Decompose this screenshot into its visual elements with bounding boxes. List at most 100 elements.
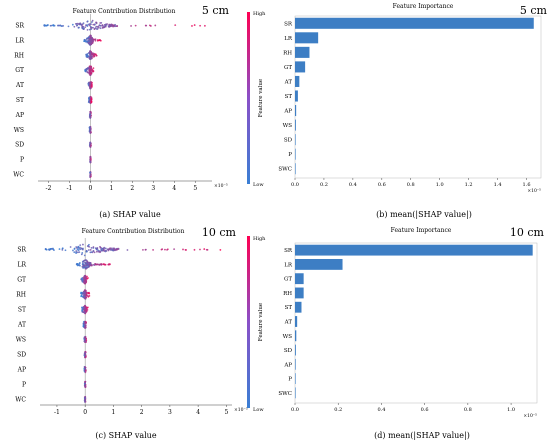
shap-point-sr <box>111 249 114 251</box>
x-exponent: ×10⁻⁵ <box>214 183 228 189</box>
panel-a-title: Feature Contribution Distribution <box>73 8 176 15</box>
shap-point-lr <box>85 264 87 267</box>
shap-point-sr <box>49 24 52 27</box>
shap-point-st <box>88 96 91 99</box>
bar-st <box>295 301 302 313</box>
shap-point-lr <box>96 263 99 266</box>
shap-point-sd <box>89 141 92 144</box>
category-label-ws: WS <box>283 334 293 340</box>
feature-label-wc: WC <box>13 172 24 179</box>
shap-point-st <box>83 308 86 311</box>
shap-point-rh <box>92 56 95 58</box>
shap-point-p <box>84 385 87 387</box>
x-tick-label: 0.8 <box>464 407 472 413</box>
shap-point-sr <box>85 24 88 27</box>
shap-point-sr <box>51 247 54 250</box>
feature-label-lr: LR <box>15 37 24 44</box>
plot-frame <box>294 15 542 179</box>
category-label-st: ST <box>285 305 293 311</box>
shap-point-sr <box>104 247 107 250</box>
shap-point-sr <box>219 249 222 251</box>
shap-point-sr <box>144 248 147 251</box>
panel-a-depth-label: 5 cm <box>202 4 230 17</box>
category-label-p: P <box>288 377 292 383</box>
shap-point-sr <box>90 23 92 25</box>
shap-point-sd <box>89 144 92 147</box>
x-tick-label: 0.4 <box>349 182 357 188</box>
shap-point-lr <box>98 39 101 42</box>
shap-point-gt <box>82 276 85 279</box>
x-tick-label: 4 <box>196 409 200 416</box>
panel-d-feature-importance: Feature Importance 10 cm SRLRGTRHSTATWSS… <box>278 226 544 440</box>
bar-rh <box>295 46 310 58</box>
bar-lr <box>295 258 343 270</box>
shap-point-sr <box>152 249 154 251</box>
feature-label-p: P <box>20 157 24 164</box>
feature-label-ap: AP <box>17 367 26 374</box>
bar-gt <box>295 273 304 285</box>
shap-point-p <box>89 161 92 163</box>
shap-point-rh <box>93 53 96 56</box>
shap-point-sr <box>199 248 201 251</box>
shap-point-sr <box>89 249 92 251</box>
shap-point-sr <box>100 248 103 251</box>
x-tick-label: 1.2 <box>465 182 473 188</box>
panel-c-plot-area: -1 0 1 2 3 4 5 ×10⁻⁵ SR LR GT RH ST AT WS SD AP P WC <box>15 238 248 416</box>
shap-point-lr <box>79 264 81 267</box>
shap-point-sr <box>85 249 88 252</box>
shap-point-lr <box>94 38 96 41</box>
feature-label-st: ST <box>18 307 26 314</box>
shap-point-ap <box>89 117 92 119</box>
feature-label-sd: SD <box>17 352 26 359</box>
shap-point-at <box>82 324 85 327</box>
feature-label-ap: AP <box>15 112 24 119</box>
shap-point-sr <box>101 24 104 27</box>
panel-a-colorbar-high: High <box>253 11 266 17</box>
panel-b-depth-label: 5 cm <box>520 4 548 17</box>
shap-point-rh <box>84 295 86 298</box>
shap-point-sr <box>82 22 85 25</box>
shap-point-gt <box>80 278 83 281</box>
bar-ws <box>295 330 297 342</box>
panel-b-caption: (b) mean(|SHAP value|) <box>376 210 472 219</box>
shap-point-sr <box>80 247 83 250</box>
shap-point-lr <box>89 262 92 265</box>
shap-point-sr <box>199 24 202 27</box>
feature-label-p: P <box>22 382 26 389</box>
shap-point-st <box>90 98 93 101</box>
panel-a-colorbar: High Low Feature value <box>247 11 266 188</box>
shap-point-sr <box>110 249 112 251</box>
shap-point-sr <box>203 24 206 27</box>
panel-a-caption: (a) SHAP value <box>99 210 161 219</box>
shap-point-rh <box>89 50 92 52</box>
shap-point-sr <box>87 249 90 251</box>
shap-point-sr <box>61 247 64 250</box>
shap-point-sr <box>78 251 81 254</box>
shap-point-sr <box>61 248 64 251</box>
shap-point-sr <box>126 249 129 251</box>
shap-point-sr <box>90 246 93 249</box>
panel-d-depth-label: 10 cm <box>510 226 545 239</box>
category-label-rh: RH <box>283 50 292 56</box>
panel-c-shap-beeswarm: Feature Contribution Distribution 10 cm … <box>15 226 266 440</box>
x-tick-label: 1.0 <box>507 407 515 413</box>
shap-point-lr <box>83 259 86 262</box>
feature-label-ws: WS <box>16 337 26 344</box>
category-label-swc: SWC <box>278 391 292 397</box>
category-label-sr: SR <box>284 248 293 254</box>
shap-point-sr <box>93 23 96 26</box>
panel-c-colorbar-label: Feature value <box>258 303 264 341</box>
shap-point-sr <box>90 26 92 29</box>
shap-point-sr <box>95 25 98 28</box>
shap-point-sr <box>114 23 117 26</box>
shap-point-p <box>84 380 87 383</box>
shap-point-sr <box>92 250 95 252</box>
x-tick-label: 5 <box>193 185 197 192</box>
category-label-lr: LR <box>284 262 293 268</box>
shap-point-sr <box>145 24 148 27</box>
bar-ap <box>295 358 296 370</box>
shap-point-lr <box>92 263 95 266</box>
shap-point-sr <box>99 24 102 27</box>
shap-point-sr <box>112 24 114 27</box>
shap-point-rh <box>80 292 83 294</box>
